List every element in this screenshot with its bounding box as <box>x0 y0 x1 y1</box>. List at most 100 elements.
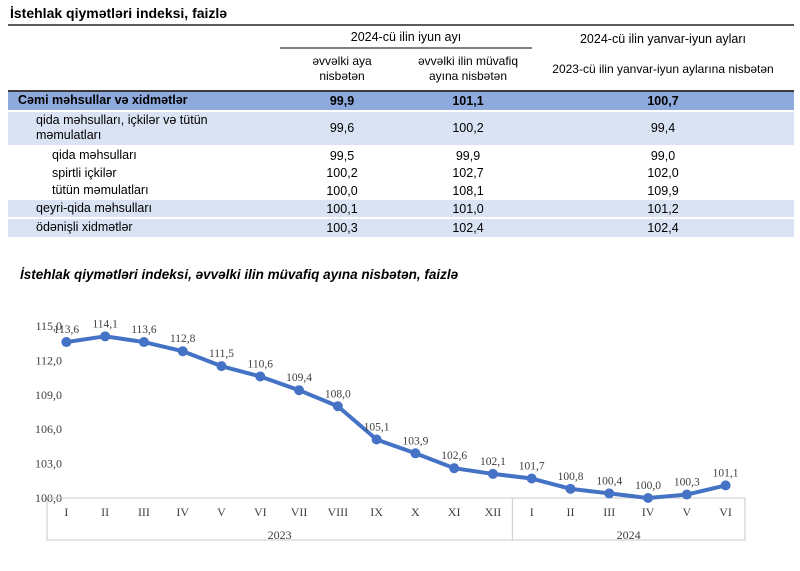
x-axis-year-label: 2023 <box>268 528 292 542</box>
table-row: tütün məmulatları 100,0 108,1 109,9 <box>8 182 794 200</box>
row-label: spirtli içkilər <box>52 165 117 180</box>
data-point <box>643 493 654 503</box>
row-value: 99,4 <box>650 121 676 136</box>
data-point <box>294 385 305 396</box>
x-axis-month-tick: XI <box>448 505 461 519</box>
table-row: Cəmi məhsullar və xidmətlər 99,9 101,1 100,… <box>8 90 794 112</box>
x-axis-month-tick: IV <box>176 505 189 519</box>
data-point-label: 110,6 <box>248 358 274 370</box>
data-point <box>720 480 731 491</box>
data-point-label: 100,4 <box>596 475 622 487</box>
row-value: 99,6 <box>329 121 355 136</box>
data-point <box>138 337 149 348</box>
data-point-label: 111,5 <box>209 348 234 360</box>
data-point <box>332 401 343 412</box>
data-point <box>526 473 537 484</box>
y-axis-tick: 112,0 <box>35 353 62 367</box>
x-axis-month-tick: VIII <box>328 505 349 519</box>
row-value: 108,1 <box>452 183 484 198</box>
x-axis-month-tick: III <box>603 505 615 519</box>
row-value: 99,9 <box>329 93 355 108</box>
x-axis-month-tick: I <box>530 505 534 519</box>
table-row: qeyri-qida məhsulları 100,1 101,0 101,2 <box>8 199 794 220</box>
y-axis-tick: 103,0 <box>35 457 62 471</box>
column-group-june-2024: 2024-cü ilin iyun ayı <box>280 30 532 49</box>
table-body: Cəmi məhsullar və xidmətlər 99,9 101,1 100,… <box>8 90 794 239</box>
cpi-table: 2024-cü ilin iyun ayı 2024-cü ilin yanva… <box>8 27 794 239</box>
row-label: Cəmi məhsullar və xidmətlər <box>18 93 188 107</box>
row-label: tütün məmulatları <box>52 183 149 198</box>
row-value: 101,1 <box>452 93 484 108</box>
subheader-vs-jan-june-2023-label: 2023-cü ilin yanvar-iyun aylarına nisbət… <box>552 61 774 76</box>
chart-title: İstehlak qiymətləri indeksi, əvvəlki ili… <box>20 267 459 282</box>
data-point-label: 103,9 <box>402 435 428 447</box>
x-axis-month-tick: VI <box>254 505 267 519</box>
row-label: ödənişli xidmətlər <box>36 220 133 235</box>
data-point <box>449 463 460 474</box>
subheader-vs-prev-month-label: əvvəlki aya nisbətən <box>312 54 372 83</box>
subheader-vs-prev-month: əvvəlki aya nisbətən <box>280 54 404 83</box>
x-axis-month-tick: II <box>567 505 575 519</box>
data-point-label: 100,3 <box>674 477 700 489</box>
row-label: qida məhsulları, içkilər və tütün məmula… <box>36 112 208 143</box>
data-point <box>681 489 692 500</box>
y-axis-tick: 115,0 <box>35 319 62 333</box>
x-axis-month-tick: III <box>138 505 150 519</box>
row-value: 102,0 <box>647 166 679 181</box>
table-row: ödənişli xidmətlər 100,3 102,4 102,4 <box>8 219 794 239</box>
table-column-groups: 2024-cü ilin iyun ayı 2024-cü ilin yanva… <box>8 27 794 49</box>
row-label: qida məhsulları <box>52 147 137 162</box>
data-point-label: 101,7 <box>519 461 545 473</box>
row-value: 109,9 <box>647 183 679 198</box>
y-axis-tick: 109,0 <box>35 388 62 402</box>
data-point-label: 112,8 <box>170 333 196 345</box>
x-axis-month-tick: XII <box>485 505 502 519</box>
row-value: 100,3 <box>326 221 358 236</box>
data-point-label: 113,6 <box>54 324 80 336</box>
x-axis-month-tick: VII <box>291 505 308 519</box>
table-subheaders: əvvəlki aya nisbətən əvvəlki ilin müvafi… <box>8 49 794 90</box>
data-point-label: 102,1 <box>480 456 506 468</box>
y-axis-tick: 106,0 <box>35 422 62 436</box>
page-title: İstehlak qiymətləri indeksi, faizlə <box>10 5 228 21</box>
title-divider <box>8 24 794 26</box>
x-axis-month-tick: V <box>682 505 691 519</box>
x-axis-month-tick: X <box>411 505 420 519</box>
data-point <box>371 434 382 445</box>
row-value: 99,0 <box>650 148 676 163</box>
row-value: 100,2 <box>452 121 484 136</box>
x-axis-month-tick: VI <box>719 505 732 519</box>
row-value: 102,4 <box>647 221 679 236</box>
data-point <box>487 468 498 479</box>
data-point-label: 113,6 <box>131 324 157 336</box>
row-label: qeyri-qida məhsulları <box>36 200 153 215</box>
x-axis-month-tick: II <box>101 505 109 519</box>
data-point <box>177 346 188 357</box>
data-point-label: 102,6 <box>441 450 467 462</box>
row-value: 102,7 <box>452 166 484 181</box>
data-point <box>255 371 266 382</box>
data-point-label: 109,4 <box>286 372 312 384</box>
row-value: 100,1 <box>326 201 358 216</box>
data-point <box>216 361 227 372</box>
data-point <box>410 448 421 459</box>
data-point <box>565 483 576 494</box>
x-axis-box <box>46 497 746 541</box>
row-value: 102,4 <box>452 221 484 236</box>
row-value: 99,9 <box>455 148 481 163</box>
data-point <box>61 337 72 348</box>
subheader-vs-same-month-prev-year-label: əvvəlki ilin müvafiq ayına nisbətən <box>417 54 519 83</box>
row-value: 100,7 <box>647 93 679 108</box>
data-point <box>100 331 111 342</box>
subheader-vs-same-month-prev-year: əvvəlki ilin müvafiq ayına nisbətən <box>404 54 532 83</box>
table-row: qida məhsulları 99,5 99,9 99,0 <box>8 146 794 165</box>
data-point <box>604 488 615 499</box>
table-row: qida məhsulları, içkilər və tütün məmula… <box>8 111 794 147</box>
series-line <box>64 334 728 500</box>
data-point-label: 105,1 <box>364 422 390 434</box>
row-value: 100,0 <box>326 183 358 198</box>
row-value: 101,0 <box>452 201 484 216</box>
x-axis-month-tick: IV <box>642 505 655 519</box>
data-point-label: 100,8 <box>558 471 584 483</box>
